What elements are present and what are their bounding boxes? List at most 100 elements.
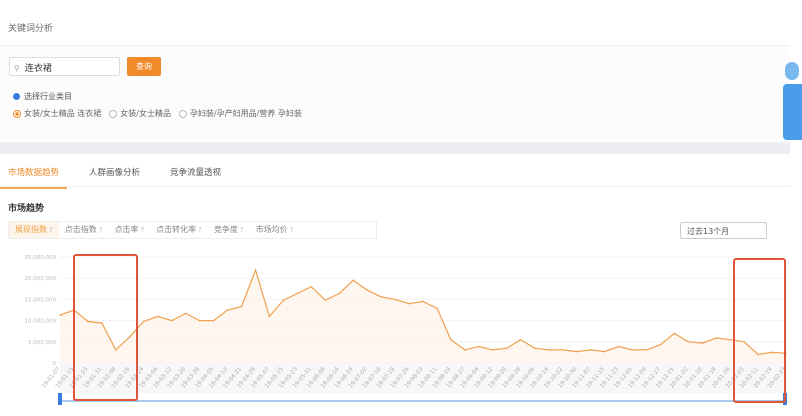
category-label-text: 选择行业类目	[24, 92, 72, 101]
help-icon[interactable]: ?	[140, 226, 145, 234]
data-point	[170, 319, 173, 322]
time-range-select[interactable]: 过去13个月	[680, 222, 767, 239]
y-tick-label: 5,000,000	[28, 340, 56, 346]
category-radio-1[interactable]: 女装/女士精品	[109, 108, 171, 119]
x-axis-band	[60, 363, 786, 393]
data-point	[533, 347, 536, 349]
info-icon	[13, 93, 20, 100]
metric-label: 点击转化率	[156, 225, 197, 234]
float-badge[interactable]	[785, 62, 799, 80]
data-point	[115, 349, 117, 351]
y-tick-label: 25,000,000	[25, 255, 57, 261]
y-tick-label: 0	[53, 361, 57, 367]
data-point	[408, 302, 410, 305]
tab-competition[interactable]: 竞争流量透视	[170, 168, 222, 178]
page-title: 关键词分析	[8, 24, 54, 34]
data-point	[338, 292, 341, 295]
category-radio-0[interactable]: 女装/女士精品 连衣裙	[13, 108, 101, 119]
search-input[interactable]: ⚲ 连衣裙	[9, 57, 120, 76]
section-title: 市场趋势	[8, 204, 45, 214]
category-label: 选择行业类目	[13, 91, 72, 102]
data-point	[366, 289, 368, 291]
data-point	[729, 338, 731, 341]
data-point	[436, 307, 438, 310]
data-point	[547, 349, 550, 351]
metric-label: 点击指数	[64, 225, 97, 234]
data-point	[715, 337, 717, 339]
radio-label: 女装/女士精品 连衣裙	[24, 109, 102, 118]
data-point	[282, 299, 285, 302]
data-point	[310, 285, 313, 288]
data-point	[254, 269, 257, 271]
data-point	[394, 298, 396, 301]
data-point	[464, 349, 466, 351]
floating-side-toolbar[interactable]	[783, 84, 802, 140]
divider	[0, 45, 790, 46]
query-button[interactable]: 查询	[127, 57, 161, 76]
data-point	[129, 335, 131, 338]
data-point	[575, 350, 578, 353]
data-point	[771, 351, 773, 354]
area-fill	[60, 270, 786, 363]
radio-selected-icon	[13, 109, 21, 118]
zoom-slider-handle-left[interactable]	[58, 393, 62, 405]
metric-tabs: 展现指数? 点击指数? 点击率? 点击转化率? 竞争度? 市场均价?	[8, 221, 377, 239]
data-point	[352, 279, 354, 282]
data-point	[743, 341, 745, 343]
data-point	[687, 341, 690, 343]
data-point	[505, 347, 508, 349]
help-icon[interactable]: ?	[289, 226, 294, 234]
annotation-box-left	[73, 254, 138, 401]
data-point	[450, 338, 452, 341]
data-point	[645, 349, 648, 351]
radio-label: 孕妇装/孕产妇用品/营养 孕妇装	[189, 109, 302, 118]
metric-tab-competition[interactable]: 竞争度?	[208, 222, 250, 238]
y-tick-label: 10,000,000	[25, 319, 57, 325]
data-point	[212, 319, 215, 322]
tab-audience[interactable]: 人群画像分析	[89, 168, 141, 178]
metric-tab-ctr[interactable]: 点击率?	[108, 222, 150, 238]
data-point	[156, 315, 159, 318]
metric-tab-impressions[interactable]: 展现指数?	[9, 222, 59, 238]
tab-market-trend[interactable]: 市场数据趋势	[0, 163, 68, 189]
data-point	[701, 342, 704, 344]
data-point	[478, 345, 480, 348]
data-point	[492, 349, 494, 351]
metric-label: 展现指数	[15, 225, 47, 234]
section-separator	[0, 142, 790, 154]
metric-label: 点击率	[114, 225, 139, 234]
data-point	[59, 314, 61, 316]
help-icon[interactable]: ?	[239, 226, 244, 234]
data-point	[101, 322, 103, 324]
data-point	[240, 305, 243, 308]
radio-label: 女装/女士精品	[120, 109, 171, 118]
annotation-box-right	[733, 258, 786, 403]
category-radio-2[interactable]: 孕妇装/孕产妇用品/营养 孕妇装	[178, 108, 302, 119]
data-point	[142, 320, 145, 323]
category-radio-group: 女装/女士精品 连衣裙 女装/女士精品 孕妇装/孕产妇用品/营养 孕妇装	[13, 108, 302, 119]
divider	[0, 186, 790, 187]
metric-label: 市场均价	[255, 225, 288, 234]
data-point	[589, 349, 592, 351]
help-icon[interactable]: ?	[198, 226, 202, 234]
search-value: 连衣裙	[24, 64, 52, 74]
metric-tab-conversion[interactable]: 点击转化率?	[150, 222, 208, 238]
data-point	[561, 349, 564, 351]
data-point	[324, 299, 327, 302]
data-point	[87, 320, 89, 323]
data-point	[603, 350, 606, 353]
data-point	[198, 319, 201, 322]
y-tick-label: 20,000,000	[25, 276, 57, 282]
data-point	[184, 312, 187, 315]
data-point	[659, 343, 662, 346]
metric-label: 竞争度	[213, 225, 238, 234]
help-icon[interactable]: ?	[49, 226, 53, 234]
data-point	[673, 332, 676, 335]
search-icon: ⚲	[14, 64, 20, 73]
metric-tab-clicks[interactable]: 点击指数?	[59, 222, 109, 238]
data-point	[296, 292, 299, 295]
data-point	[617, 345, 620, 348]
metric-tab-avg-price[interactable]: 市场均价?	[250, 222, 300, 238]
help-icon[interactable]: ?	[98, 226, 103, 234]
radio-icon	[178, 109, 187, 118]
